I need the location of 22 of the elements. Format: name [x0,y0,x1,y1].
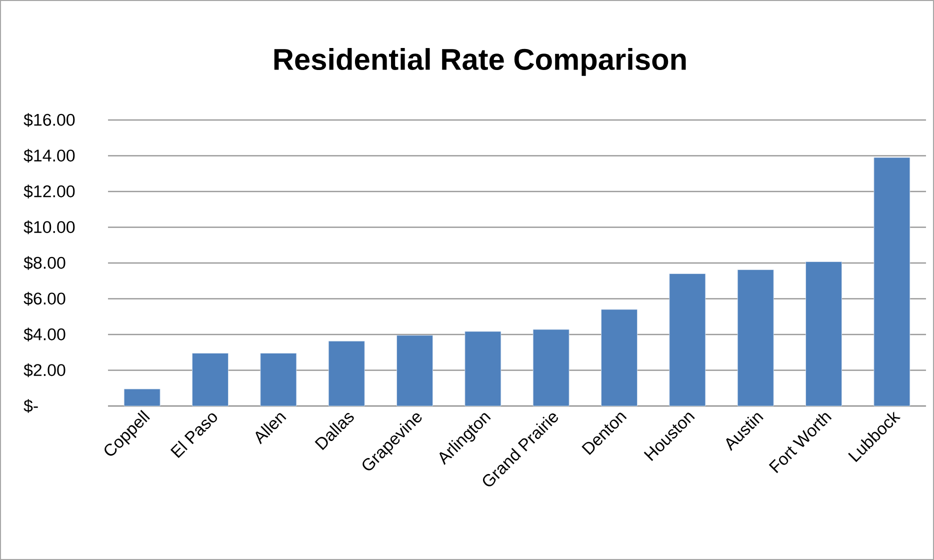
bar [601,309,638,406]
bar [737,270,774,406]
y-tick-label: $4.00 [24,328,66,342]
bar [874,157,910,406]
y-tick-label: $6.00 [24,292,66,306]
y-tick-label: $8.00 [24,256,66,270]
y-tick-label: $10.00 [24,220,75,234]
bar [192,353,228,406]
bar [124,388,160,406]
chart-title: Residential Rate Comparison [274,48,686,76]
y-tick-label: $12.00 [24,184,75,198]
bar [464,331,502,406]
bar [532,329,570,406]
y-tick-label: $14.00 [24,148,75,163]
bar [260,353,297,406]
y-tick-label: $16.00 [24,113,75,127]
bar [806,262,842,406]
y-tick-label: $- [24,399,38,413]
bar [669,274,706,406]
y-tick-label: $2.00 [24,363,66,378]
bar [396,335,433,406]
bar [328,340,365,406]
